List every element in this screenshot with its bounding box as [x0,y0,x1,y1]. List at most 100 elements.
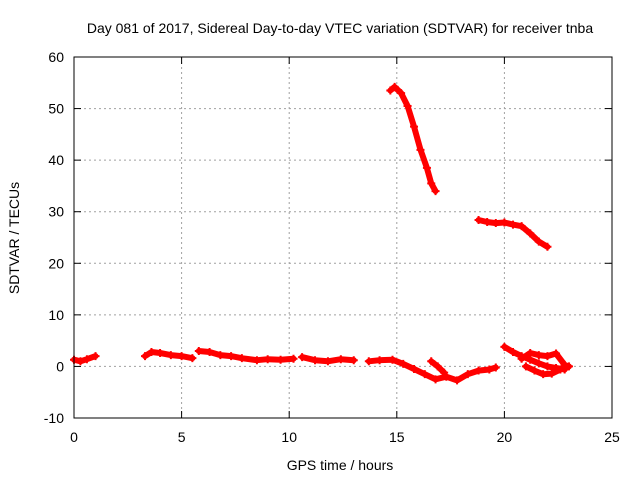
data-point [509,347,518,356]
data-points [70,82,573,385]
plot-frame [73,56,613,419]
data-point [474,366,483,375]
data-point [547,369,556,378]
data-point [388,355,397,364]
data-point [552,349,561,358]
data-point [76,357,85,366]
data-point [416,145,425,154]
x-axis-label: GPS time / hours [287,457,394,473]
data-point [349,356,358,365]
series-seg2 [141,347,197,363]
data-point [491,219,500,228]
x-tick-label: 10 [281,429,297,445]
x-tick-label: 0 [70,429,78,445]
data-point [543,242,552,251]
series-seg3 [194,346,298,365]
data-point [311,356,320,365]
data-point [289,354,298,363]
data-point [276,355,285,364]
data-point [431,375,440,384]
data-point [364,357,373,366]
x-tick-label: 20 [497,429,513,445]
data-point [263,355,272,364]
data-point [526,229,535,238]
x-axis-ticks: 0 5 10 15 20 25 [70,57,620,445]
data-point [410,122,419,131]
series-seg4 [298,353,358,366]
data-point [399,359,408,368]
data-point [422,163,431,172]
data-point [427,179,436,188]
data-point [141,352,150,361]
series-seg6 [386,82,440,196]
x-tick-label: 5 [178,429,186,445]
data-point [463,370,472,379]
data-point [491,363,500,372]
series-seg5b [427,357,449,377]
data-point [166,351,175,360]
data-point [485,365,494,374]
y-tick-label: 30 [48,204,64,220]
data-point [397,89,406,98]
data-point [521,362,530,371]
y-tick-label: 50 [48,101,64,117]
x-tick-label: 25 [604,429,620,445]
data-point [390,82,399,91]
data-point [526,349,535,358]
data-point [156,349,165,358]
data-point [560,360,569,369]
y-axis-label: SDTVAR / TECUs [6,182,22,294]
data-point [410,365,419,374]
data-point [216,351,225,360]
y-tick-label: -10 [44,410,64,426]
data-point [147,347,156,356]
y-axis-ticks: -10 0 10 20 30 40 50 60 [44,49,612,426]
data-point [237,354,246,363]
data-point [543,362,552,371]
data-point [564,362,573,371]
series-seg8c [521,362,565,379]
data-point [298,353,307,362]
series-seg8b [517,349,573,371]
data-point [323,357,332,366]
data-point [82,355,91,364]
x-tick-label: 15 [389,429,405,445]
data-point [431,187,440,196]
data-point [483,218,492,227]
y-tick-label: 40 [48,152,64,168]
data-point [509,220,518,229]
data-point [500,218,509,227]
data-point [433,362,442,371]
series-seg8 [500,342,569,374]
y-tick-label: 0 [56,358,64,374]
data-point [440,368,449,377]
data-point [526,355,535,364]
data-point [517,354,526,363]
data-point [194,346,203,355]
y-tick-label: 10 [48,307,64,323]
y-tick-label: 60 [48,49,64,65]
data-point [420,370,429,379]
data-point [427,357,436,366]
data-point [188,354,197,363]
data-point [252,356,261,365]
series-seg5 [364,355,500,385]
data-point [453,376,462,385]
data-point [205,347,214,356]
data-point [227,352,236,361]
data-point [386,86,395,95]
data-point [375,356,384,365]
series-seg7 [474,215,552,251]
data-point [500,342,509,351]
data-point [539,370,548,379]
data-point [543,352,552,361]
data-point [403,101,412,110]
data-point [474,215,483,224]
data-point [534,237,543,246]
data-point [530,366,539,375]
data-point [556,365,565,374]
data-point [177,352,186,361]
data-point [336,355,345,364]
data-point [91,352,100,361]
